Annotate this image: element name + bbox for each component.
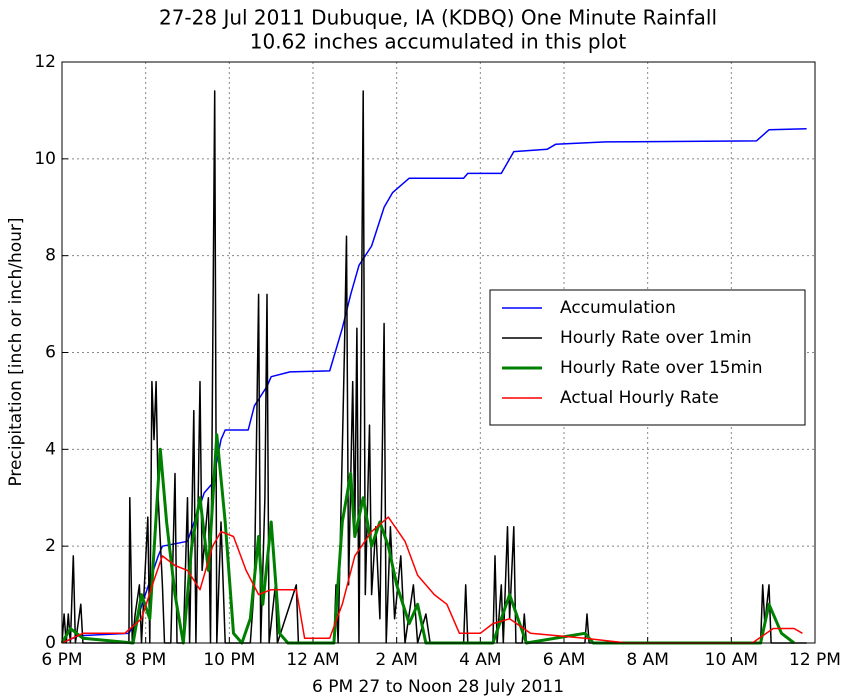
x-tick-label: 6 AM: [543, 650, 586, 670]
series-line: [61, 128, 807, 644]
x-tick-label: 10 AM: [705, 650, 758, 670]
series-line: [61, 516, 803, 644]
legend-label: Accumulation: [560, 298, 676, 318]
y-tick-label: 8: [45, 246, 56, 266]
y-tick-label: 2: [45, 536, 56, 556]
legend-box: [489, 289, 806, 426]
legend-label: Hourly Rate over 15min: [560, 358, 763, 378]
x-tick-label: 10 PM: [203, 650, 255, 670]
plot-frame: [61, 61, 816, 644]
x-axis-label: 6 PM 27 to Noon 28 July 2011: [312, 677, 564, 697]
y-tick-label: 12: [34, 52, 56, 72]
y-axis-label: Precipitation [inch or inch/hour]: [6, 217, 26, 486]
y-tick-label: 10: [34, 149, 56, 169]
legend-label: Actual Hourly Rate: [560, 388, 719, 408]
x-tick-label: 8 PM: [125, 650, 166, 670]
x-tick-label: 2 AM: [375, 650, 418, 670]
chart-title: 27-28 Jul 2011 Dubuque, IA (KDBQ) One Mi…: [159, 6, 717, 30]
x-tick-label: 4 AM: [459, 650, 502, 670]
y-tick-label: 4: [45, 439, 56, 459]
legend-label: Hourly Rate over 1min: [560, 328, 752, 348]
y-tick-label: 6: [45, 343, 56, 363]
x-tick-label: 6 PM: [41, 650, 82, 670]
x-tick-label: 8 AM: [626, 650, 669, 670]
x-tick-label: 12 PM: [789, 650, 841, 670]
x-tick-label: 12 AM: [286, 650, 339, 670]
y-tick-label: 0: [45, 633, 56, 653]
chart-subtitle: 10.62 inches accumulated in this plot: [250, 30, 627, 54]
